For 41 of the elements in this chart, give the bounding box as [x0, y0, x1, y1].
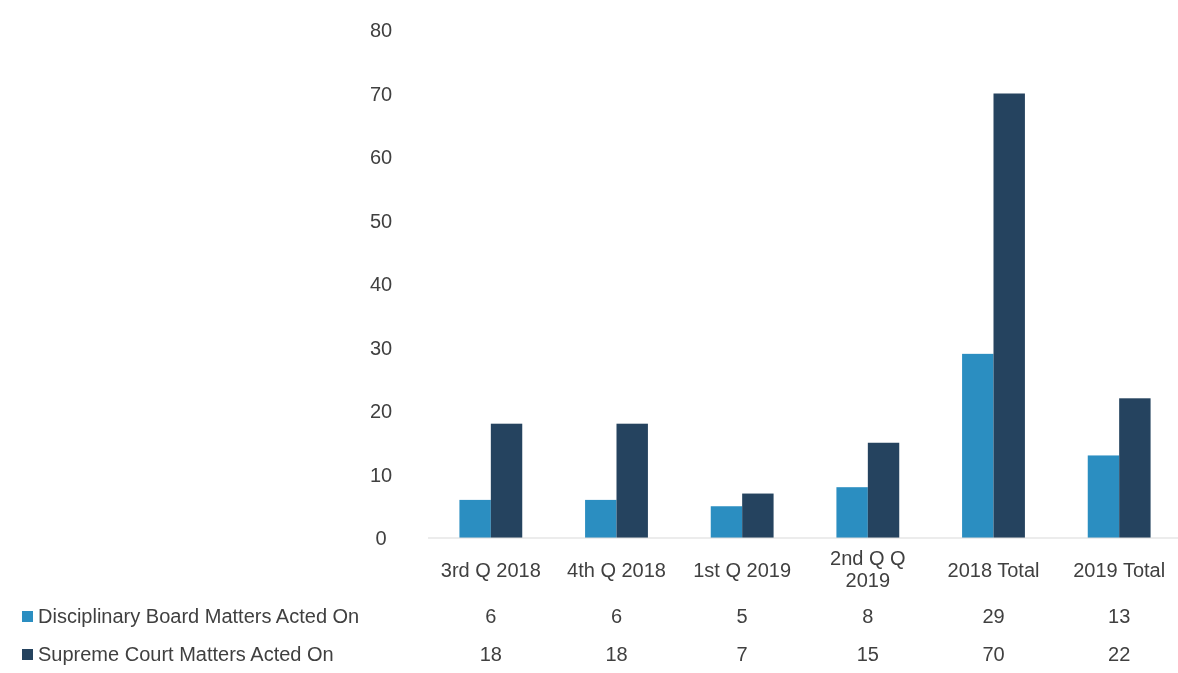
data-label: 29: [982, 605, 1005, 627]
data-label: 6: [485, 605, 497, 627]
x-tick-label: 1st Q 2019: [693, 559, 792, 581]
legend-label: Supreme Court Matters Acted On: [38, 643, 334, 665]
data-label: 18: [605, 643, 628, 665]
bar: [616, 423, 648, 538]
data-label: 5: [736, 605, 748, 627]
y-tick-label: 0: [375, 527, 387, 549]
legend-label: Disciplinary Board Matters Acted On: [38, 605, 360, 627]
bar: [836, 487, 868, 538]
bar: [459, 499, 491, 538]
x-tick-label: 2018 Total: [947, 559, 1040, 581]
bar: [585, 499, 617, 538]
bar: [490, 423, 523, 538]
y-tick-label: 50: [369, 209, 393, 232]
y-tick-label: 60: [369, 146, 393, 168]
data-label: 8: [862, 605, 874, 627]
bar: [993, 93, 1025, 538]
data-label: 6: [610, 605, 623, 627]
x-tick-label: 3rd Q 2018: [440, 559, 541, 581]
bar: [1119, 398, 1151, 538]
data-label: 13: [1108, 605, 1131, 627]
x-tick-label: 2nd Q Q 2019: [830, 547, 906, 591]
x-tick-label: 2019 Total: [1073, 559, 1166, 581]
y-tick-label: 80: [369, 19, 393, 41]
y-tick-label: 70: [369, 82, 393, 105]
x-tick-label: 4th Q 2018: [567, 559, 666, 581]
bar: [962, 353, 994, 538]
y-tick-label: 40: [369, 273, 393, 295]
data-label: 70: [982, 643, 1005, 665]
bar: [742, 493, 774, 538]
y-tick-label: 20: [369, 400, 393, 422]
y-tick-label: 30: [369, 336, 393, 359]
bar: [710, 506, 743, 538]
data-label: 22: [1108, 643, 1131, 665]
data-label: 18: [479, 643, 502, 665]
data-label: 7: [736, 643, 748, 665]
y-tick-label: 10: [369, 463, 393, 486]
bar: [1087, 455, 1120, 538]
data-label: 15: [856, 643, 879, 665]
bar: [867, 442, 900, 538]
